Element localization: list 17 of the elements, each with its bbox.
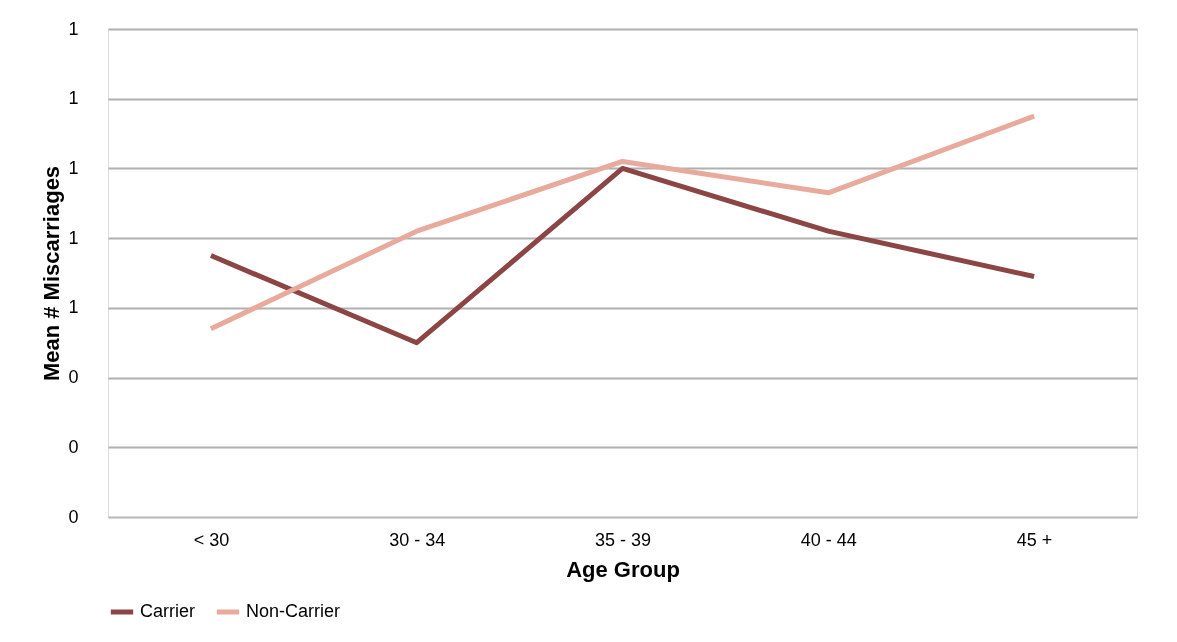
legend-label: Carrier: [140, 601, 196, 621]
x-tick-label: 45 +: [1016, 529, 1053, 550]
y-tick-label: 1: [68, 18, 79, 39]
y-axis-title: Mean # Miscarriages: [39, 165, 65, 382]
x-tick-label: 35 - 39: [594, 529, 652, 550]
y-tick-label: 0: [68, 436, 79, 457]
y-tick-label: 1: [68, 157, 79, 178]
x-tick-label: < 30: [193, 529, 230, 550]
y-tick-label: 1: [68, 297, 79, 318]
y-tick-label: 1: [68, 227, 79, 248]
x-axis-title: Age Group: [566, 556, 680, 582]
y-tick-label: 1: [68, 88, 79, 109]
y-tick-label: 0: [68, 506, 79, 527]
legend-label: Non-Carrier: [246, 601, 341, 621]
x-tick-label: 40 - 44: [800, 529, 857, 550]
x-tick-label: 30 - 34: [389, 529, 446, 550]
y-tick-label: 0: [68, 367, 79, 388]
